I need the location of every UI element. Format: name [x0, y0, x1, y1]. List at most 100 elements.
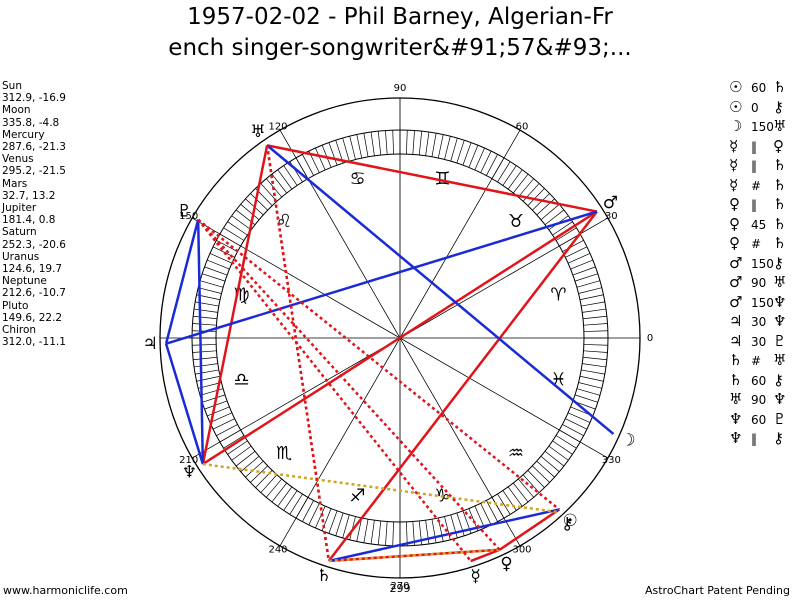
degree-tick — [356, 134, 363, 159]
zodiac-sign-glyph: ♒ — [508, 443, 524, 464]
aspect-line — [197, 218, 561, 511]
aspect-planet-1: ♃ — [729, 331, 743, 350]
degree-tick — [335, 512, 344, 536]
degree-tick — [567, 253, 591, 264]
planet-coords: 32.7, 13.2 — [2, 189, 56, 202]
degree-tick — [462, 142, 472, 166]
degree-tick — [574, 394, 598, 403]
planet-name: Mercury — [2, 128, 45, 141]
aspect-planet-1: ♄ — [729, 351, 743, 369]
degree-tick — [527, 470, 545, 488]
degree-tick — [486, 154, 498, 176]
aspect-type: ‖ — [751, 432, 757, 446]
degree-tick — [308, 503, 320, 526]
degree-tick — [570, 259, 593, 270]
degree-tick — [502, 490, 517, 511]
aspect-planet-2: ♀ — [773, 136, 784, 155]
degree-label: 90 — [394, 83, 407, 94]
degree-tick — [418, 131, 423, 156]
degree-tick — [548, 445, 569, 461]
degree-tick — [202, 273, 226, 282]
zodiac-sign-glyph: ♉ — [508, 211, 524, 232]
degree-tick — [518, 178, 534, 198]
degree-tick — [193, 308, 218, 313]
aspect-row: ☽ 150♅ — [729, 117, 793, 137]
aspect-planet-1: ☿ — [729, 156, 739, 174]
degree-tick — [562, 424, 584, 436]
aspect-line — [328, 548, 500, 563]
aspect-row: ♀ 45 ♄ — [729, 215, 793, 235]
degree-tick — [579, 294, 604, 301]
degree-tick — [574, 273, 598, 282]
degree-tick — [532, 193, 550, 211]
planet-glyph: ⚷ — [561, 514, 573, 534]
aspect-planet-1: ♆ — [729, 429, 743, 447]
aspect-planet-1: ♂ — [729, 253, 743, 272]
degree-tick — [518, 478, 534, 498]
aspect-type: 30 — [751, 315, 767, 329]
degree-tick — [212, 418, 235, 430]
degree-tick — [565, 418, 588, 430]
degree-tick — [370, 131, 375, 156]
degree-tick — [576, 388, 601, 396]
degree-label: 30 — [605, 211, 618, 222]
degree-tick — [277, 486, 293, 507]
aspect-line — [202, 210, 598, 466]
aspect-row: ♆ ‖ ⚷ — [729, 429, 793, 449]
zodiac-sign-glyph: ♐ — [349, 485, 365, 506]
aspect-planet-1: ☿ — [729, 136, 739, 155]
degree-tick — [579, 375, 604, 382]
degree-tick — [572, 266, 596, 276]
aspect-planet-2: ♆ — [773, 390, 787, 408]
aspect-type: ‖ — [751, 198, 757, 212]
degree-tick — [513, 482, 529, 503]
aspect-type: 150 — [751, 120, 774, 134]
degree-tick — [581, 301, 605, 307]
degree-tick — [223, 227, 245, 241]
degree-tick — [497, 493, 511, 515]
degree-tick — [356, 517, 363, 542]
aspect-row: ☉ 60 ♄ — [729, 78, 793, 98]
degree-tick — [565, 246, 588, 258]
aspect-type: # — [751, 237, 762, 251]
degree-tick — [302, 500, 314, 522]
degree-tick — [392, 521, 394, 546]
degree-tick — [193, 363, 218, 368]
degree-tick — [582, 308, 607, 313]
planet-glyph: ♃ — [142, 334, 157, 354]
degree-tick — [192, 344, 217, 346]
aspect-row: ♂ 150♆ — [729, 293, 793, 313]
degree-tick — [216, 424, 238, 436]
degree-tick — [231, 215, 252, 231]
aspect-planet-1: ♀ — [729, 234, 740, 252]
aspect-row: ♀ # ♄ — [729, 234, 793, 254]
aspect-type: 0 — [751, 100, 759, 115]
degree-tick — [385, 130, 388, 155]
degree-tick — [283, 490, 298, 511]
degree-tick — [406, 521, 408, 546]
aspect-line — [201, 145, 269, 465]
aspect-type: ‖ — [751, 159, 757, 173]
degree-tick — [474, 147, 485, 171]
planet-name: Moon — [2, 104, 31, 117]
aspect-planet-1: ♀ — [729, 195, 740, 213]
planet-name: Neptune — [2, 275, 47, 288]
degree-tick — [192, 350, 217, 353]
planet-name: Uranus — [2, 250, 40, 263]
aspect-planet-2: ♅ — [773, 117, 787, 135]
degree-tick — [582, 315, 607, 320]
degree-tick — [250, 465, 268, 483]
degree-tick — [456, 140, 465, 164]
degree-tick — [450, 514, 458, 539]
aspect-planet-1: ♆ — [729, 409, 743, 428]
chart-title: 1957-02-02 - Phil Barney, Algerian-Fr en… — [0, 2, 800, 64]
degree-tick — [349, 136, 356, 160]
aspect-planet-2: ♅ — [773, 273, 787, 291]
planet-name: Saturn — [2, 226, 37, 239]
degree-tick — [480, 150, 492, 173]
planet-name: Pluto — [2, 299, 29, 312]
aspect-planet-1: ☿ — [729, 175, 739, 194]
degree-tick — [377, 520, 382, 545]
aspect-row: ♄ 60 ⚷ — [729, 371, 793, 391]
degree-tick — [513, 173, 529, 194]
